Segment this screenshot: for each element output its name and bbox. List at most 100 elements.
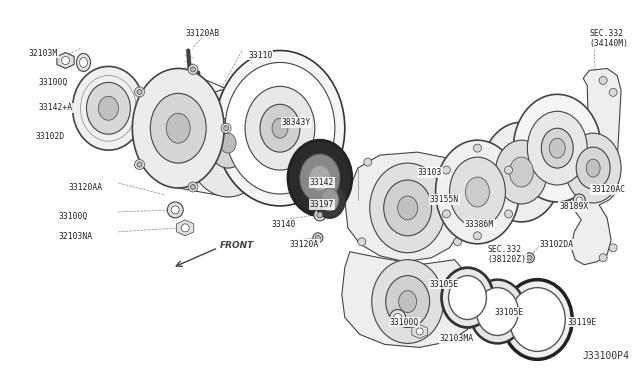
Text: 33100Q: 33100Q: [38, 78, 68, 87]
Ellipse shape: [399, 291, 417, 312]
Ellipse shape: [436, 140, 520, 244]
Ellipse shape: [79, 58, 88, 67]
Circle shape: [316, 235, 321, 240]
Ellipse shape: [220, 133, 236, 153]
Ellipse shape: [470, 280, 525, 343]
Text: 33142: 33142: [310, 178, 334, 187]
Text: 33110: 33110: [248, 51, 273, 60]
Text: 38189X: 38189X: [559, 202, 589, 211]
Circle shape: [314, 209, 326, 221]
Text: 38343Y: 38343Y: [282, 118, 311, 127]
Circle shape: [442, 166, 451, 174]
Polygon shape: [177, 220, 194, 236]
Ellipse shape: [300, 154, 340, 202]
Polygon shape: [342, 252, 472, 347]
Text: 33120AB: 33120AB: [185, 29, 220, 38]
Ellipse shape: [186, 89, 270, 197]
Ellipse shape: [245, 86, 315, 170]
Text: 32103NA: 32103NA: [58, 232, 93, 241]
Ellipse shape: [481, 122, 561, 222]
Circle shape: [172, 206, 179, 214]
Ellipse shape: [386, 276, 429, 327]
Ellipse shape: [476, 288, 518, 336]
Ellipse shape: [449, 157, 506, 227]
Circle shape: [188, 182, 198, 192]
Ellipse shape: [527, 111, 587, 185]
Ellipse shape: [509, 157, 533, 187]
Text: 33386M: 33386M: [465, 220, 493, 229]
Text: 33120AA: 33120AA: [68, 183, 102, 192]
Circle shape: [599, 76, 607, 84]
Polygon shape: [569, 68, 621, 265]
Text: 33197: 33197: [310, 200, 334, 209]
Text: 33102D: 33102D: [36, 132, 65, 141]
Circle shape: [599, 254, 607, 262]
Ellipse shape: [288, 140, 352, 216]
Circle shape: [609, 89, 617, 96]
Ellipse shape: [272, 118, 288, 138]
Polygon shape: [412, 324, 428, 339]
Circle shape: [191, 67, 196, 72]
Circle shape: [444, 158, 452, 166]
Circle shape: [61, 57, 70, 64]
Text: FRONT: FRONT: [220, 241, 254, 250]
Ellipse shape: [260, 104, 300, 152]
Ellipse shape: [442, 268, 493, 327]
Circle shape: [527, 255, 532, 260]
Circle shape: [416, 328, 423, 335]
Text: 33103: 33103: [418, 168, 442, 177]
Circle shape: [137, 89, 142, 94]
Circle shape: [358, 238, 365, 246]
Circle shape: [313, 233, 323, 243]
Circle shape: [609, 244, 617, 252]
Text: 33100Q: 33100Q: [390, 318, 419, 327]
Text: 33105E: 33105E: [429, 280, 459, 289]
Circle shape: [137, 162, 142, 167]
Text: 33102DA: 33102DA: [540, 240, 573, 249]
Ellipse shape: [397, 196, 418, 220]
Ellipse shape: [77, 54, 90, 71]
Ellipse shape: [150, 93, 206, 163]
Circle shape: [134, 160, 145, 170]
Text: 33155N: 33155N: [429, 195, 459, 204]
Circle shape: [504, 210, 513, 218]
Ellipse shape: [310, 166, 330, 190]
Circle shape: [474, 144, 481, 152]
Text: J33100P4: J33100P4: [582, 351, 629, 361]
Text: 33100Q: 33100Q: [58, 212, 88, 221]
Circle shape: [454, 238, 461, 246]
Ellipse shape: [321, 189, 339, 211]
Polygon shape: [345, 152, 465, 262]
Text: 33105E: 33105E: [495, 308, 524, 317]
Ellipse shape: [215, 51, 345, 206]
Ellipse shape: [166, 113, 190, 143]
Ellipse shape: [315, 182, 345, 218]
Circle shape: [191, 185, 196, 189]
Ellipse shape: [72, 67, 145, 150]
Circle shape: [317, 212, 323, 218]
Circle shape: [576, 197, 582, 203]
Circle shape: [364, 158, 372, 166]
Text: SEC.332
(38120Z): SEC.332 (38120Z): [488, 245, 527, 264]
Ellipse shape: [384, 180, 431, 236]
Ellipse shape: [549, 138, 565, 158]
Ellipse shape: [509, 288, 565, 352]
Ellipse shape: [132, 68, 224, 188]
Text: SEC.332
(34140M): SEC.332 (34140M): [589, 29, 628, 48]
Ellipse shape: [449, 276, 486, 320]
Text: 33119E: 33119E: [567, 318, 596, 327]
Text: 33140: 33140: [272, 220, 296, 229]
Ellipse shape: [565, 133, 621, 203]
Text: 32103MA: 32103MA: [440, 334, 474, 343]
Ellipse shape: [208, 118, 248, 168]
Text: 33120A: 33120A: [290, 240, 319, 249]
Circle shape: [524, 253, 534, 263]
Ellipse shape: [495, 140, 547, 204]
Circle shape: [221, 123, 231, 133]
Circle shape: [134, 87, 145, 97]
Circle shape: [181, 224, 189, 232]
Circle shape: [390, 310, 406, 326]
Ellipse shape: [586, 159, 600, 177]
Ellipse shape: [502, 280, 572, 359]
Circle shape: [223, 126, 228, 131]
